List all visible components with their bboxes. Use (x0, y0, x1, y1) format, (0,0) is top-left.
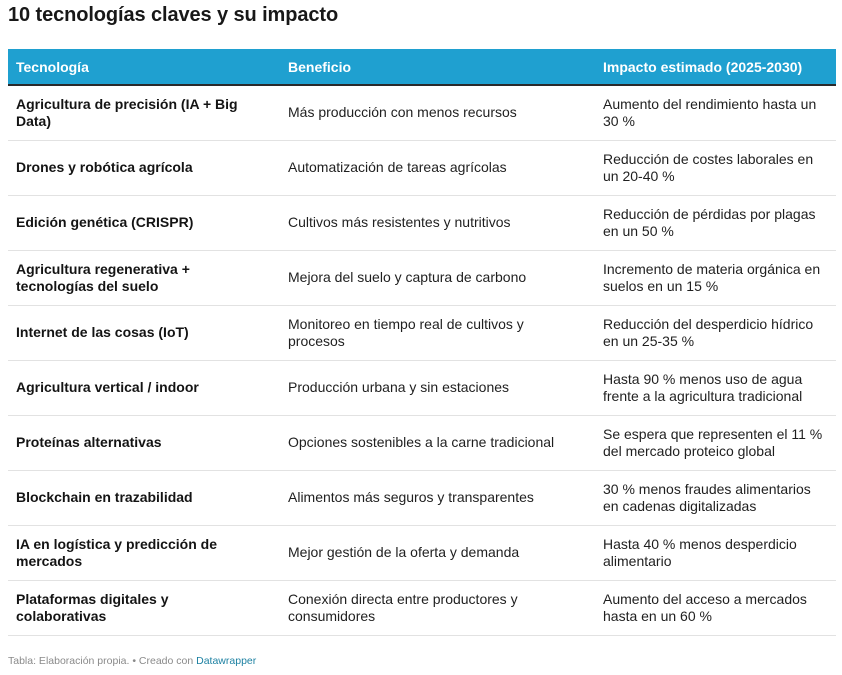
cell-beneficio: Opciones sostenibles a la carne tradicio… (288, 434, 555, 450)
column-header-impacto[interactable]: Impacto estimado (2025-2030) (603, 58, 803, 75)
table-row: Agricultura vertical / indoor Producción … (8, 360, 836, 415)
table-row: IA en logística y predicción de mercados… (8, 525, 836, 580)
table-row: Agricultura regenerativa + tecnologías d… (8, 250, 836, 305)
cell-tecnologia: Agricultura vertical / indoor (16, 379, 199, 395)
footer: Tabla: Elaboración propia. • Creado con … (8, 655, 256, 667)
cell-impacto: Reducción del desperdicio hídrico en un … (603, 315, 814, 349)
cell-impacto: Incremento de materia orgánica en suelos… (603, 260, 821, 294)
column-header-tecnologia[interactable]: Tecnología (16, 58, 89, 75)
cell-impacto: Se espera que representen el 11 % del me… (603, 425, 823, 459)
cell-tecnologia: Plataformas digitales y colaborativas (16, 590, 169, 624)
cell-tecnologia: Edición genética (CRISPR) (16, 214, 194, 230)
table-row: Internet de las cosas (IoT) Monitoreo en … (8, 305, 836, 360)
cell-impacto: Reducción de pérdidas por plagas en un 5… (603, 205, 816, 239)
cell-tecnologia: Proteínas alternativas (16, 434, 162, 450)
column-header-beneficio[interactable]: Beneficio (288, 58, 352, 75)
cell-tecnologia: IA en logística y predicción de mercados (16, 535, 217, 569)
table-row: Drones y robótica agrícola Automatización… (8, 140, 836, 195)
chart-title: 10 tecnologías claves y su impacto (8, 4, 339, 26)
cell-tecnologia: Blockchain en trazabilidad (16, 489, 193, 505)
footer-source: Tabla: Elaboración propia. • Creado con (8, 655, 197, 667)
cell-impacto: Reducción de costes laborales en un 20-4… (603, 150, 814, 184)
table-row: Proteínas alternativas Opciones sostenibl… (8, 415, 836, 470)
cell-impacto: Aumento del rendimiento hasta un 30 % (595, 84, 836, 140)
table-body: Agricultura de precisión (IA + Big Data)… (8, 84, 836, 635)
cell-tecnologia: Drones y robótica agrícola (16, 159, 193, 175)
cell-beneficio: Cultivos más resistentes y nutritivos (288, 214, 511, 230)
data-table: Tecnología Beneficio Impacto estimado (2… (8, 49, 836, 636)
table-row: Edición genética (CRISPR) Cultivos más re… (8, 195, 836, 250)
cell-tecnologia: Internet de las cosas (IoT) (16, 324, 189, 340)
cell-beneficio: Mejora del suelo y captura de carbono (288, 269, 527, 285)
cell-impacto: Hasta 90 % menos uso de agua frente a la… (603, 370, 803, 404)
cell-beneficio: Automatización de tareas agrícolas (288, 159, 507, 175)
table-header-row: Tecnología Beneficio Impacto estimado (2… (8, 49, 836, 85)
cell-beneficio: Mejor gestión de la oferta y demanda (288, 544, 520, 560)
cell-tecnologia: Agricultura regenerativa + tecnologías d… (16, 260, 190, 294)
table-row: Blockchain en trazabilidad Alimentos más … (8, 470, 836, 525)
cell-beneficio: Conexión directa entre productores y con… (288, 590, 518, 624)
table-row: Plataformas digitales y colaborativas Con… (8, 580, 836, 635)
datawrapper-link[interactable]: Datawrapper (196, 655, 257, 667)
cell-beneficio: Monitoreo en tiempo real de cultivos y p… (288, 315, 524, 349)
cell-impacto: 30 % menos fraudes alimentarios en caden… (603, 480, 811, 514)
cell-tecnologia: Agricultura de precisión (IA + Big Data) (8, 84, 280, 140)
cell-beneficio: Alimentos más seguros y transparentes (288, 489, 534, 505)
cell-beneficio: Más producción con menos recursos (280, 84, 595, 140)
cell-impacto: Hasta 40 % menos desperdicio alimentario (603, 535, 797, 569)
cell-beneficio: Producción urbana y sin estaciones (288, 379, 510, 395)
table-row: Agricultura de precisión (IA + Big Data)… (8, 84, 836, 140)
cell-impacto: Aumento del acceso a mercados hasta en u… (603, 590, 807, 624)
